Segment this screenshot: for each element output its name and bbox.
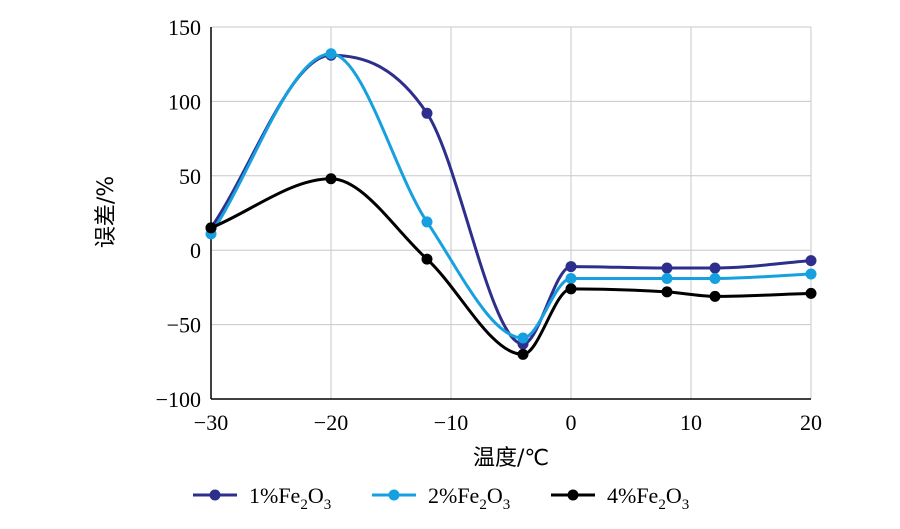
- x-tick-label: −10: [434, 410, 468, 435]
- data-point: [565, 272, 577, 284]
- data-point: [325, 173, 337, 185]
- y-tick-label: −100: [156, 387, 201, 412]
- data-point: [565, 283, 577, 295]
- y-axis-label: 误差/%: [94, 176, 119, 248]
- y-tick-label: −50: [167, 313, 201, 338]
- data-point: [661, 272, 673, 284]
- data-point: [517, 348, 529, 360]
- grid-lines: [211, 26, 812, 399]
- series-line-1: [209, 53, 812, 346]
- legend-label-2: 2%Fe2O3: [428, 483, 510, 513]
- series-line-2: [209, 52, 812, 340]
- axes: [210, 27, 811, 400]
- data-point: [325, 48, 337, 60]
- x-tick-label: −20: [314, 410, 348, 435]
- legend: 1%Fe2O3 2%Fe2O3 4%Fe2O3: [193, 483, 689, 513]
- data-point: [421, 216, 433, 228]
- legend-marker-dot: [567, 489, 579, 501]
- data-point: [709, 262, 721, 274]
- data-point: [805, 287, 817, 299]
- x-tick-label: −30: [194, 410, 228, 435]
- data-point: [565, 261, 577, 273]
- data-point: [421, 253, 433, 265]
- series-lines: [205, 48, 817, 360]
- data-point: [661, 286, 673, 298]
- data-point: [517, 332, 529, 344]
- data-point: [205, 222, 217, 234]
- data-point: [661, 262, 673, 274]
- legend-marker-dot: [209, 489, 221, 501]
- x-tick-label: 0: [566, 410, 577, 435]
- x-tick-label: 20: [800, 410, 822, 435]
- data-point: [709, 290, 721, 302]
- x-axis-label: 温度/℃: [473, 446, 549, 471]
- legend-label-1: 1%Fe2O3: [249, 483, 331, 513]
- data-point: [805, 255, 817, 267]
- y-tick-label: 150: [168, 15, 201, 40]
- y-tick-label: 0: [190, 238, 201, 263]
- data-point: [421, 107, 433, 119]
- data-point: [709, 272, 721, 284]
- x-tick-label: 10: [680, 410, 702, 435]
- legend-marker-dot: [388, 489, 400, 501]
- y-tick-label: 50: [179, 164, 201, 189]
- legend-label-3: 4%Fe2O3: [607, 483, 689, 513]
- data-point: [805, 268, 817, 280]
- y-tick-label: 100: [168, 89, 201, 114]
